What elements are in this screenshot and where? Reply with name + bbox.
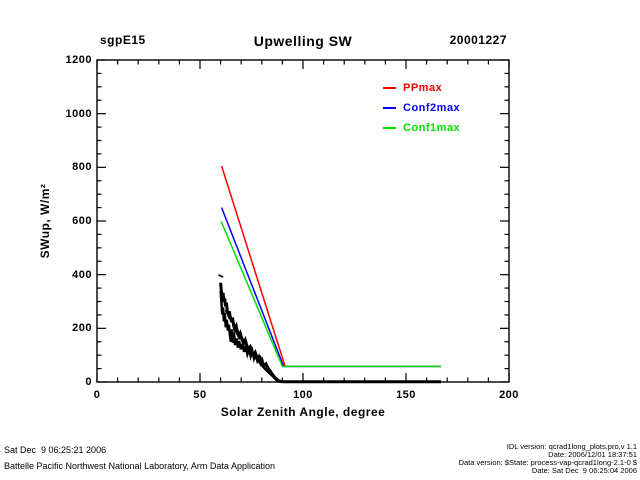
y-tick-label: 800 xyxy=(72,161,92,174)
y-tick-label: 600 xyxy=(72,215,92,227)
series-measured-swup-strand3 xyxy=(224,309,282,383)
site-label: sgpE15 xyxy=(100,33,146,47)
x-tick-label: 150 xyxy=(396,389,416,401)
x-tick-label: 100 xyxy=(293,389,313,401)
idl-version-line: IDL version: qcrad1long_plots.pro,v 1.1 xyxy=(506,442,637,451)
y-tick-label: 0 xyxy=(85,376,92,388)
series-measured-swup-strand2 xyxy=(219,290,281,383)
legend-label: Conf1max xyxy=(403,122,461,134)
series-Conf1max xyxy=(220,221,441,368)
conf2max-line-swatch xyxy=(383,107,396,109)
series-measured-swup-peak-dot xyxy=(218,274,224,278)
y-tick-label: 400 xyxy=(72,268,92,281)
y-tick-label: 1200 xyxy=(65,54,92,66)
legend-item-conf1max: Conf1max xyxy=(383,118,460,138)
laboratory-credit: Battelle Pacific Northwest National Labo… xyxy=(4,461,275,471)
legend-item-conf2max: Conf2max xyxy=(383,98,460,118)
x-tick-label: 200 xyxy=(499,389,519,401)
x-axis-title: Solar Zenith Angle, degree xyxy=(220,405,386,419)
series-Conf2max xyxy=(220,207,441,368)
plot-timestamp: Sat Dec 9 06:25:21 2006 xyxy=(4,445,107,455)
legend-label: Conf2max xyxy=(403,102,461,114)
x-tick-label: 50 xyxy=(193,389,207,401)
data-version-date-line: Date: Sat Dec 9 06:25:04 2006 xyxy=(531,466,637,475)
page-title: Upwelling SW xyxy=(253,33,353,49)
x-tick-label: 0 xyxy=(93,389,101,401)
data-version-line: Data version: $State: process-vap-qcrad1… xyxy=(458,458,637,467)
ppmax-line-swatch xyxy=(383,87,396,89)
y-tick-label: 200 xyxy=(72,322,92,335)
idl-version-date-line: Date: 2006/12/01 18:37:51 xyxy=(548,450,637,459)
date-label: 20001227 xyxy=(449,33,507,47)
y-tick-label: 1000 xyxy=(65,107,92,120)
legend-label: PPmax xyxy=(403,82,443,94)
legend: PPmax Conf2max Conf1max xyxy=(383,78,460,138)
conf1max-line-swatch xyxy=(383,127,396,129)
series-PPmax xyxy=(220,165,441,368)
legend-item-ppmax: PPmax xyxy=(383,78,460,98)
